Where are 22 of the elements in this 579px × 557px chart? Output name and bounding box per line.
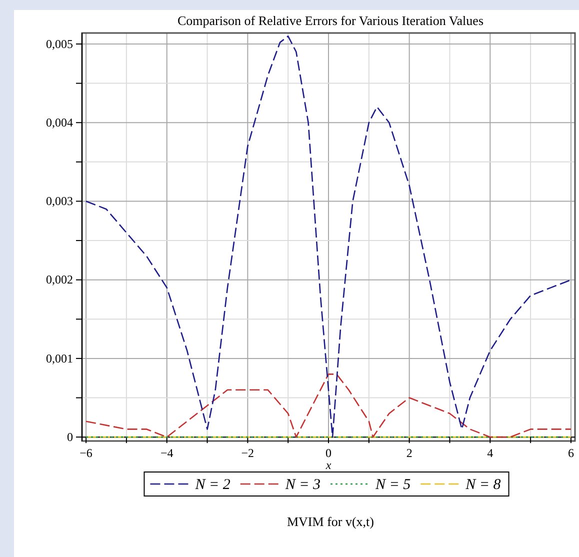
x-tick-label: −4: [160, 446, 174, 460]
y-tick-label: 0: [67, 430, 73, 444]
y-tick-label: 0,002: [46, 272, 73, 287]
x-tick-label: 6: [568, 446, 574, 460]
line-series: [85, 374, 572, 438]
x-axis-title: x: [324, 458, 332, 472]
line-series: [85, 35, 572, 438]
y-tick-label: 0,001: [46, 351, 73, 366]
x-tick-label: 2: [406, 446, 412, 460]
text: MVIM for v(x,t): [286, 514, 374, 529]
legend-label: N = 8: [464, 477, 502, 493]
x-tick-label: 4: [487, 446, 494, 460]
y-tick-label: 0,003: [46, 194, 73, 208]
x-tick-label: −6: [80, 446, 92, 460]
x-tick-label: 0: [326, 446, 332, 460]
y-tick-label: 0,004: [46, 115, 73, 130]
x-tick-label: −2: [241, 446, 254, 460]
legend-label: N = 5: [374, 477, 412, 493]
chart-title: Comparison of Relative Errors for Various Iteration Values: [177, 13, 484, 28]
y-tick-label: 0,005: [46, 36, 73, 51]
legend-label: N = 3: [284, 477, 320, 493]
legend-label: N = 2: [194, 477, 231, 493]
